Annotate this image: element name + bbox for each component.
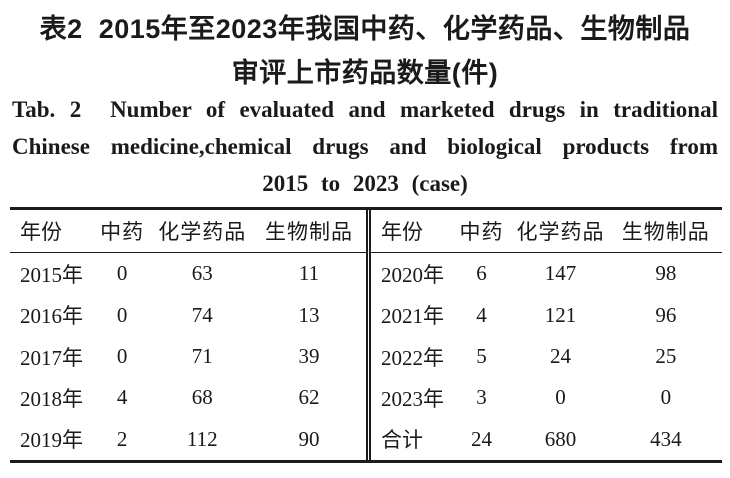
total-value-cell: 24 [471,426,493,451]
table-left-half: 年份 中药 化学药品 生物制品 2015年 0 63 11 2016年 [10,210,366,460]
col-header-biological: 生物制品 [252,210,366,253]
year-cell: 2023年 [381,386,444,411]
table-caption-en-line1: Tab. 2 Number of evaluated and marketed … [12,97,718,122]
year-cell: 2019年 [20,428,83,453]
header-row: 年份 中药 化学药品 生物制品 [10,210,366,253]
table-row: 2019年 2 112 90 [10,419,366,460]
data-table: 年份 中药 化学药品 生物制品 2015年 0 63 11 2016年 [10,207,722,463]
year-cell: 2015年 [20,262,83,287]
year-cell: 2016年 [20,304,83,329]
year-cell: 2020年 [381,262,444,287]
value-cell: 74 [191,302,213,327]
table-left: 年份 中药 化学药品 生物制品 2015年 0 63 11 2016年 [10,210,366,460]
total-value-cell: 434 [650,426,682,451]
col-header-year: 年份 [371,210,452,253]
value-cell: 5 [476,344,487,369]
value-cell: 147 [544,261,577,286]
table-caption-en-line2: Chinese medicine,chemical drugs and biol… [12,134,718,159]
value-cell: 13 [298,302,320,327]
col-header-chemical: 化学药品 [152,210,253,253]
table-caption-zh-line2: 审评上市药品数量(件) [231,58,499,88]
table-row: 2015年 0 63 11 [10,253,366,295]
value-cell: 90 [298,426,320,451]
table-row: 2017年 0 71 39 [10,336,366,377]
value-cell: 24 [550,344,571,369]
year-cell: 2021年 [381,304,444,329]
value-cell: 63 [191,261,213,286]
year-cell: 2022年 [381,345,444,370]
value-cell: 96 [655,302,677,327]
value-cell: 4 [476,302,487,327]
value-cell: 0 [555,385,566,410]
col-header-chemical: 化学药品 [511,210,610,253]
value-cell: 98 [655,261,677,286]
value-cell: 0 [660,385,672,410]
value-cell: 112 [186,426,218,451]
table-right: 年份 中药 化学药品 生物制品 2020年 6 147 98 2021年 [371,210,722,460]
value-cell: 0 [116,302,128,327]
value-cell: 25 [655,344,677,369]
col-header-biological: 生物制品 [609,210,722,253]
value-cell: 0 [116,261,128,286]
table-row: 2023年 3 0 0 [371,377,722,418]
value-cell: 3 [476,385,487,410]
value-cell: 68 [191,385,213,410]
value-cell: 4 [116,385,128,410]
value-cell: 62 [298,385,320,410]
table-row: 2020年 6 147 98 [371,253,722,295]
value-cell: 0 [116,344,128,369]
table-row: 2016年 0 74 13 [10,295,366,336]
header-row: 年份 中药 化学药品 生物制品 [371,210,722,253]
year-cell: 2017年 [20,345,83,370]
total-label-cell: 合计 [381,428,423,453]
col-header-tcm: 中药 [91,210,153,253]
total-value-cell: 680 [544,426,577,451]
value-cell: 2 [116,426,128,451]
table-row: 2018年 4 68 62 [10,377,366,418]
table-row: 2022年 5 24 25 [371,336,722,377]
value-cell: 11 [298,261,320,286]
table-row: 2021年 4 121 96 [371,295,722,336]
col-header-year: 年份 [10,210,92,253]
table-right-half: 年份 中药 化学药品 生物制品 2020年 6 147 98 2021年 [366,210,722,460]
value-cell: 121 [544,302,577,327]
year-cell: 2018年 [20,386,83,411]
table-caption-en-line3: 2015 to 2023 (case) [262,171,468,196]
value-cell: 6 [476,261,487,286]
value-cell: 71 [191,344,213,369]
table-caption-zh-line1: 表2 2015年至2023年我国中药、化学药品、生物制品 [39,14,691,44]
col-header-tcm: 中药 [451,210,512,253]
value-cell: 39 [298,344,320,369]
table-row total-row: 合计 24 680 434 [371,419,722,460]
